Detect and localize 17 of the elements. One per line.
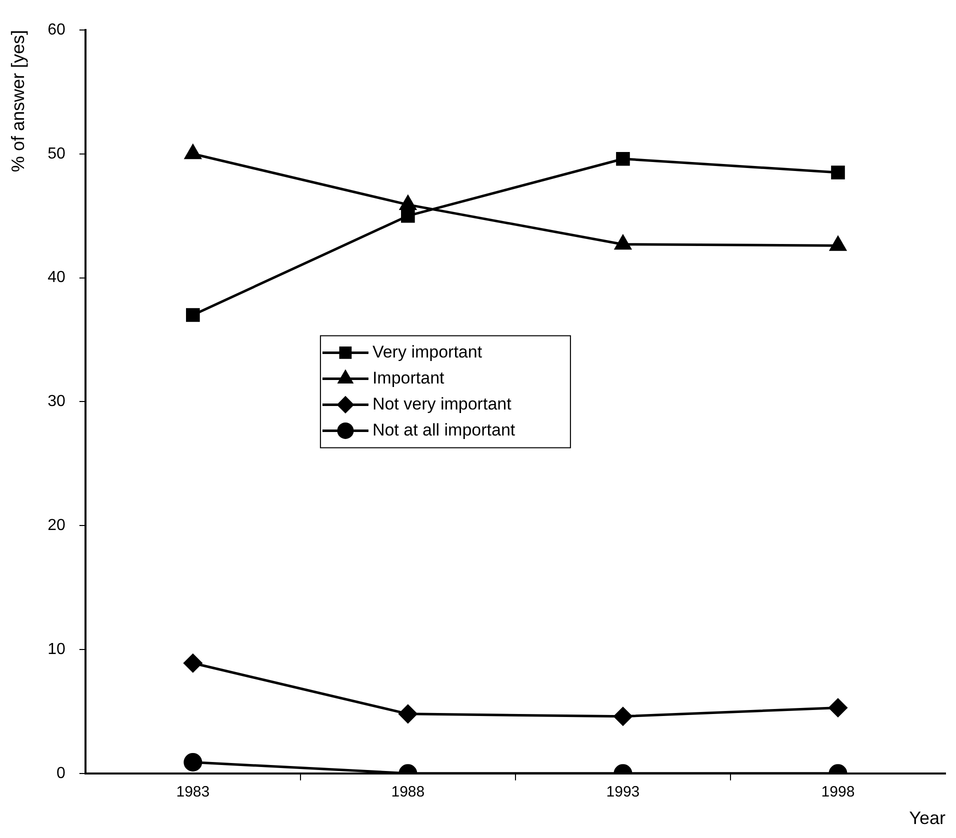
legend-label: Not at all important — [372, 420, 516, 440]
legend-label: Very important — [372, 342, 482, 362]
y-tick-label: 20 — [48, 517, 66, 534]
x-axis-title: Year — [909, 808, 946, 828]
x-tick-label: 1993 — [606, 784, 640, 801]
y-tick-label: 50 — [48, 145, 66, 162]
y-tick-label: 60 — [48, 21, 66, 38]
x-tick-label: 1988 — [391, 784, 425, 801]
legend-label: Important — [372, 368, 445, 388]
y-tick-label: 40 — [48, 269, 66, 286]
y-axis-title: % of answer [yes] — [8, 30, 28, 172]
legend-label: Not very important — [372, 394, 512, 414]
x-tick-label: 1998 — [821, 784, 855, 801]
x-tick-label: 1983 — [176, 784, 210, 801]
y-tick-label: 0 — [56, 764, 66, 782]
y-tick-label: 10 — [48, 640, 66, 658]
y-tick-label: 30 — [48, 393, 66, 410]
